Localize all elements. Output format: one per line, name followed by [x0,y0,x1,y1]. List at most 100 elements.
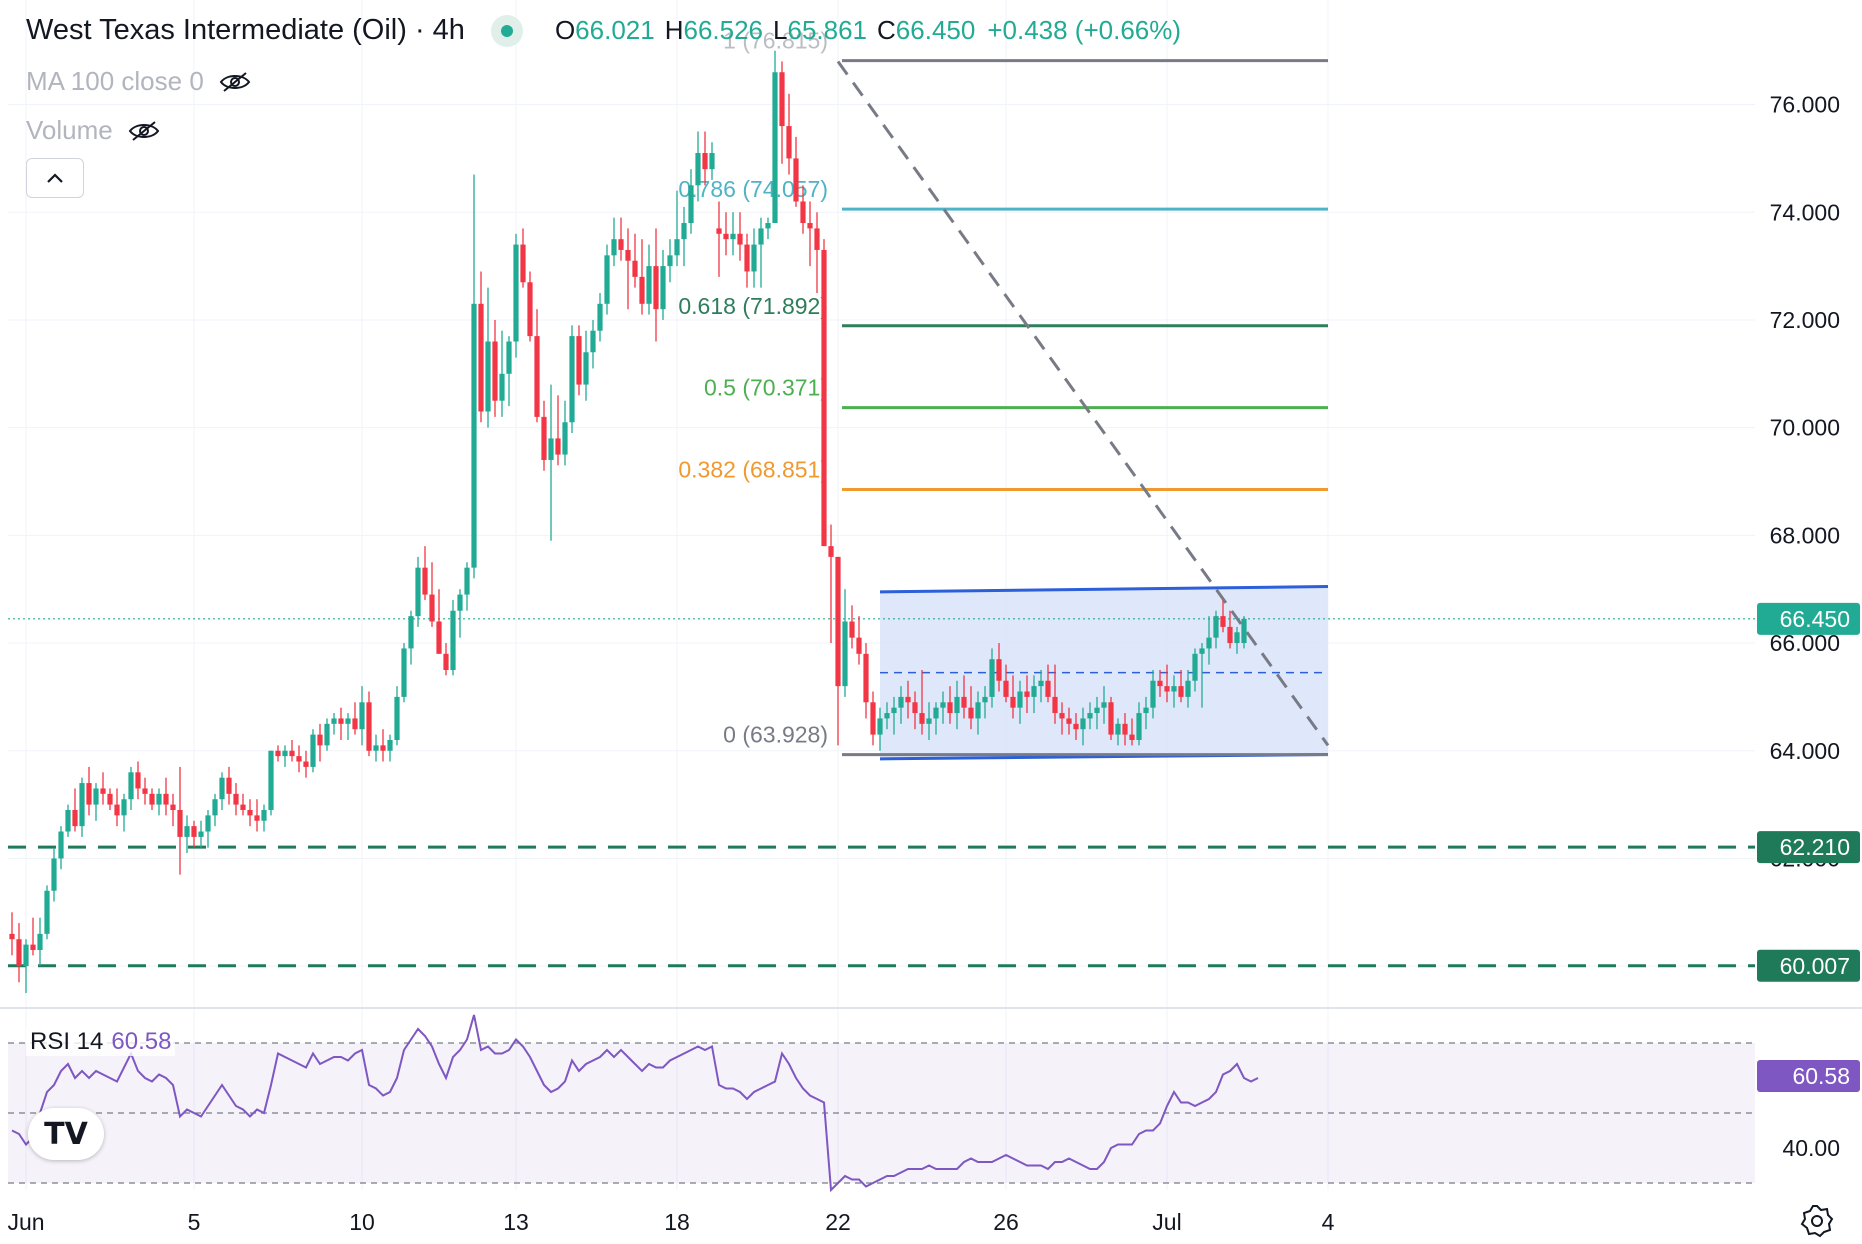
candle-body [16,939,22,967]
candle-body [44,890,50,934]
candle [1129,718,1135,746]
candle-body [23,944,29,967]
candle [758,217,764,288]
candle [590,319,596,369]
candle [212,793,218,827]
candle [1115,718,1121,746]
candle [408,610,414,665]
candle-body [212,799,218,816]
candle [107,788,113,810]
candle-body [905,696,911,703]
tradingview-logo[interactable]: TV [28,1108,104,1160]
candle [625,228,631,310]
candle [667,239,673,283]
eye-off-icon[interactable] [127,120,161,142]
eye-off-icon[interactable] [218,71,252,93]
candle [849,605,855,649]
collapse-legend-button[interactable] [26,158,84,198]
candle-body [1087,713,1093,719]
candle-body [324,723,330,746]
candle [709,142,715,180]
candle [492,319,498,417]
candle-body [219,777,225,800]
candle [702,131,708,186]
candle [156,788,162,816]
candle [751,228,757,288]
candle-body [646,266,652,304]
candle-body [184,826,190,837]
ma-indicator-legend[interactable]: MA 100 close 0 [26,66,252,97]
candle-body [170,804,176,810]
candle [926,702,932,740]
candle-body [947,702,953,714]
gear-icon[interactable] [1800,1204,1834,1238]
candle [1101,686,1107,724]
candle-body [891,707,897,714]
candle [177,766,183,875]
candle [184,815,190,854]
time-axis-label: 26 [993,1209,1019,1235]
symbol-title[interactable]: West Texas Intermediate (Oil) · 4h [26,14,465,46]
candle [541,400,547,471]
candle [961,675,967,719]
candle-body [1010,696,1016,708]
time-axis-label: 18 [664,1209,690,1235]
fib-level-label: 1 (76.815) [723,28,828,54]
candle [366,691,372,757]
volume-indicator-legend[interactable]: Volume [26,115,161,146]
candle-body [555,438,561,455]
candle [324,718,330,751]
candle-body [793,158,799,202]
candle [1185,669,1191,708]
candle-body [737,233,743,245]
candle-body [9,933,15,940]
rsi-value: 60.58 [111,1028,172,1055]
candle [555,395,561,466]
candle [730,212,736,256]
candle-body [933,707,939,719]
candle [646,244,652,315]
candle-body [156,793,162,805]
candle-body [506,341,512,374]
candle [1073,713,1079,740]
candle-body [37,933,43,950]
candle [814,212,820,294]
candle-body [940,702,946,708]
candle [1059,702,1065,735]
candle [989,648,995,708]
time-axis-label: 22 [825,1209,851,1235]
candle [611,217,617,267]
candle-body [1052,696,1058,714]
candle [317,723,323,762]
candle-body [1031,686,1037,697]
candle-body [821,249,827,547]
candle-body [849,621,855,638]
candle [471,174,477,579]
candle [464,562,470,611]
candle [198,820,204,848]
candle [296,745,302,773]
candle [303,750,309,778]
rsi-axis-label: 40.00 [1782,1135,1840,1161]
candle-body [765,223,771,229]
candle [653,228,659,342]
candle [548,384,554,541]
market-status-dot[interactable] [490,14,523,47]
rsi-value-tag: 60.58 [1792,1063,1850,1089]
candle-body [331,718,337,724]
candle-body [548,438,554,460]
candle [513,233,519,358]
candle-body [751,244,757,272]
candle [695,131,701,202]
candle [1178,669,1184,703]
candle-body [772,72,778,224]
candle-body [275,750,281,757]
time-axis-label: 13 [503,1209,529,1235]
candle-body [975,702,981,719]
candle-body [604,255,610,304]
candle [1220,599,1226,633]
candle [373,734,379,762]
candle-body [1122,723,1128,735]
rsi-legend[interactable]: RSI 14 60.58 [26,1028,176,1056]
